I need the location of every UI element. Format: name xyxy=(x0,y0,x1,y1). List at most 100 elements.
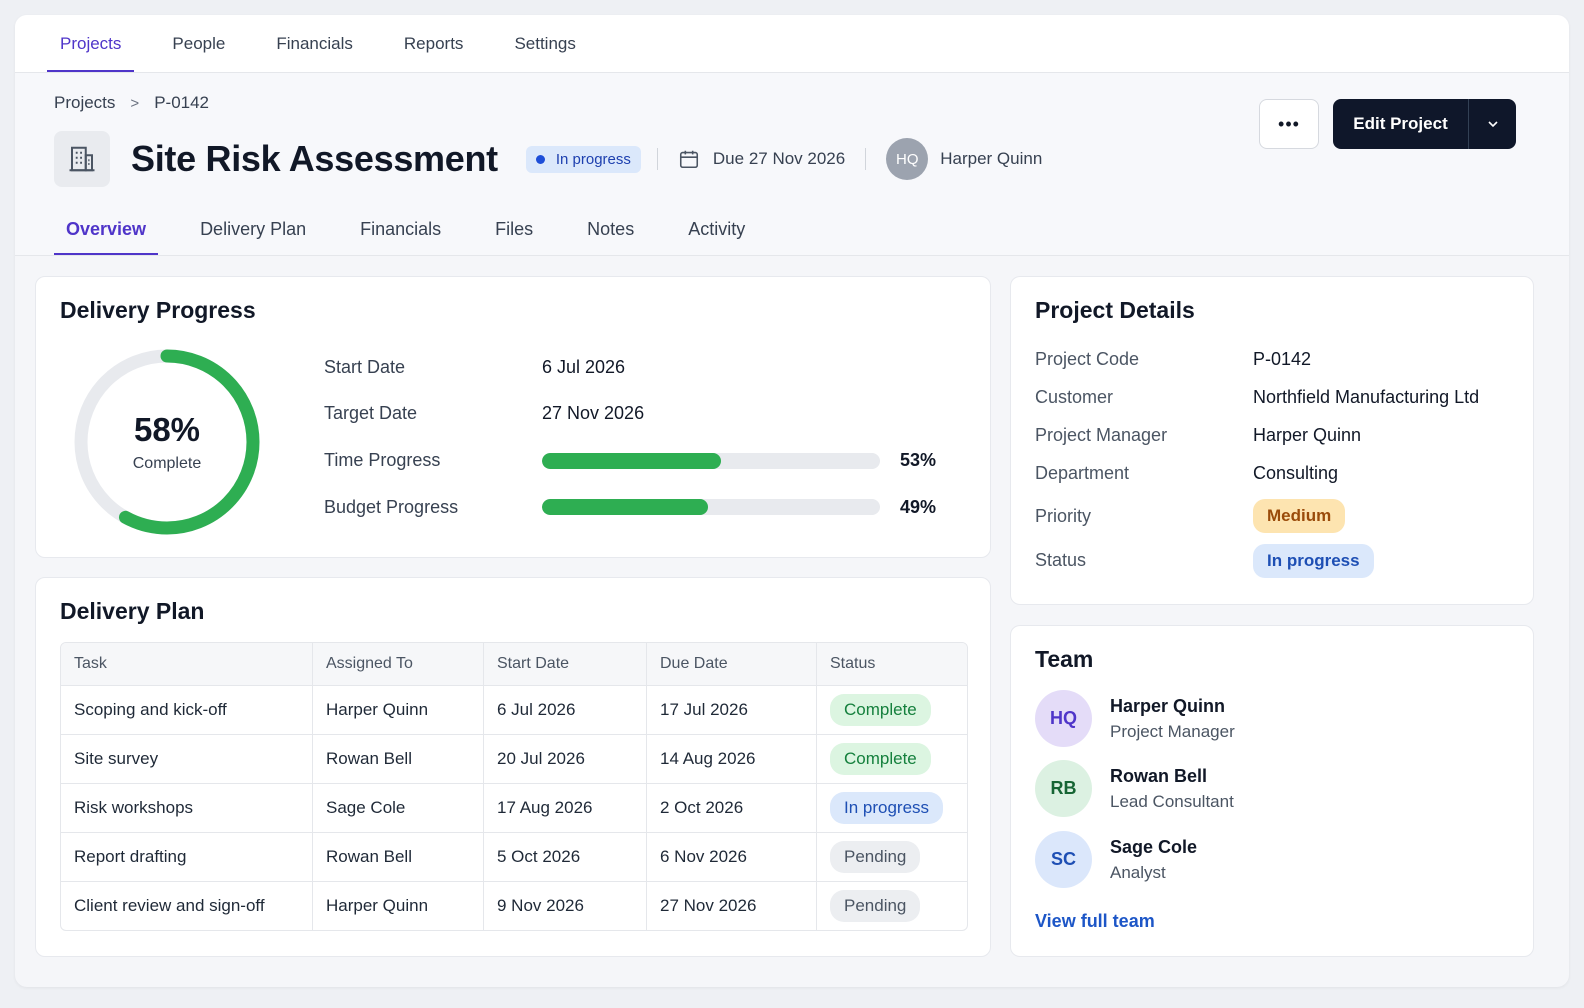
table-row[interactable]: Report drafting Rowan Bell 5 Oct 2026 6 … xyxy=(61,832,967,881)
avatar: SC xyxy=(1035,831,1092,888)
tab-delivery-plan[interactable]: Delivery Plan xyxy=(200,218,307,239)
project-manager-label: Project Manager xyxy=(1035,425,1168,445)
tab-overview[interactable]: Overview xyxy=(54,203,159,255)
status-dot-icon xyxy=(535,154,545,164)
topnav-settings[interactable]: Settings xyxy=(514,33,576,53)
progress-ring: 58% Complete xyxy=(72,347,262,537)
status-badge: In progress xyxy=(830,792,944,824)
team-member[interactable]: HQ Harper Quinn Project Manager xyxy=(1035,690,1235,747)
project-owner[interactable]: HQ Harper Quinn xyxy=(886,138,1042,180)
table-row[interactable]: Risk workshops Sage Cole 17 Aug 2026 2 O… xyxy=(61,783,967,832)
task-cell: Scoping and kick-off xyxy=(74,700,227,719)
chevron-down-icon[interactable] xyxy=(1468,99,1516,149)
target-date-label: Target Date xyxy=(324,403,418,423)
avatar: HQ xyxy=(1035,690,1092,747)
table-row[interactable]: Client review and sign-off Harper Quinn … xyxy=(61,881,967,930)
owner-name: Harper Quinn xyxy=(940,149,1043,168)
breadcrumb-projects[interactable]: Projects xyxy=(54,93,116,112)
avatar: RB xyxy=(1035,760,1092,817)
project-tabs: Overview Delivery Plan Financials Files … xyxy=(54,203,787,255)
tab-financials[interactable]: Financials xyxy=(360,218,442,239)
due-date-label: Due 27 Nov 2026 xyxy=(712,149,846,168)
card-title: Delivery Plan xyxy=(60,598,205,624)
more-options-button[interactable]: ••• xyxy=(1259,99,1319,149)
view-full-team-link[interactable]: View full team xyxy=(1035,911,1155,931)
column-header-start[interactable]: Start Date xyxy=(483,643,646,685)
member-role: Project Manager xyxy=(1110,721,1235,741)
top-nav: Projects People Financials Reports Setti… xyxy=(15,15,1569,73)
member-name: Harper Quinn xyxy=(1110,695,1226,716)
card-title: Project Details xyxy=(1035,297,1195,323)
page-title: Site Risk Assessment xyxy=(131,138,498,179)
customer-label: Customer xyxy=(1035,387,1114,407)
divider xyxy=(656,148,658,170)
time-progress-bar xyxy=(542,453,880,469)
topnav-people[interactable]: People xyxy=(172,33,226,53)
project-details-card: Project Details Project Code P-0142 Cust… xyxy=(1010,276,1534,605)
due-cell: 2 Oct 2026 xyxy=(646,784,816,832)
divider xyxy=(865,148,867,170)
member-name: Sage Cole xyxy=(1110,836,1198,857)
breadcrumb-current: P-0142 xyxy=(154,93,210,112)
status-badge: Pending xyxy=(830,841,921,873)
delivery-plan-card: Delivery Plan Task Assigned To Start Dat… xyxy=(35,577,991,957)
status-label: Status xyxy=(1035,550,1087,570)
assigned-cell: Rowan Bell xyxy=(312,735,483,783)
task-cell: Site survey xyxy=(74,749,159,768)
task-cell: Report drafting xyxy=(74,847,187,866)
team-member[interactable]: SC Sage Cole Analyst xyxy=(1035,831,1197,888)
priority-value: Medium xyxy=(1253,499,1346,533)
assigned-cell: Sage Cole xyxy=(312,784,483,832)
start-cell: 9 Nov 2026 xyxy=(483,882,646,930)
edit-project-button[interactable]: Edit Project xyxy=(1333,99,1516,149)
topnav-projects[interactable]: Projects xyxy=(47,15,135,72)
tab-activity[interactable]: Activity xyxy=(688,218,746,239)
table-header-row: Task Assigned To Start Date Due Date Sta… xyxy=(61,643,967,685)
task-cell: Risk workshops xyxy=(74,798,194,817)
assigned-cell: Rowan Bell xyxy=(312,833,483,881)
table-row[interactable]: Site survey Rowan Bell 20 Jul 2026 14 Au… xyxy=(61,734,967,783)
team-card: Team HQ Harper Quinn Project Manager RB … xyxy=(1010,625,1534,957)
status-badge: In progress xyxy=(525,145,641,173)
project-code-label: Project Code xyxy=(1035,349,1140,369)
column-header-due[interactable]: Due Date xyxy=(646,643,816,685)
department-label: Department xyxy=(1035,463,1130,483)
due-cell: 17 Jul 2026 xyxy=(646,686,816,734)
due-cell: 27 Nov 2026 xyxy=(646,882,816,930)
start-cell: 20 Jul 2026 xyxy=(483,735,646,783)
table-row[interactable]: Scoping and kick-off Harper Quinn 6 Jul … xyxy=(61,685,967,734)
status-cell: Complete xyxy=(816,735,967,783)
time-progress-percent: 53% xyxy=(900,450,937,470)
tab-notes[interactable]: Notes xyxy=(587,218,635,239)
target-date-value: 27 Nov 2026 xyxy=(542,403,645,423)
delivery-plan-table: Task Assigned To Start Date Due Date Sta… xyxy=(60,642,968,931)
breadcrumb-separator: > xyxy=(130,94,140,112)
progress-percent: 58% xyxy=(133,411,201,448)
column-header-status[interactable]: Status xyxy=(816,643,967,685)
status-badge: Complete xyxy=(830,694,931,726)
budget-progress-percent: 49% xyxy=(900,497,937,517)
member-name: Rowan Bell xyxy=(1110,765,1208,786)
title-row: Site Risk Assessment In progress Due 27 … xyxy=(54,131,1042,187)
progress-complete-label: Complete xyxy=(132,455,202,472)
status-value: In progress xyxy=(1253,544,1374,578)
assigned-cell: Harper Quinn xyxy=(312,882,483,930)
topnav-reports[interactable]: Reports xyxy=(403,33,464,53)
due-cell: 6 Nov 2026 xyxy=(646,833,816,881)
avatar: HQ xyxy=(886,138,929,180)
project-code-value: P-0142 xyxy=(1253,349,1312,369)
start-cell: 17 Aug 2026 xyxy=(483,784,646,832)
column-header-assigned[interactable]: Assigned To xyxy=(312,643,483,685)
customer-value: Northfield Manufacturing Ltd xyxy=(1253,387,1480,407)
delivery-progress-card: Delivery Progress 58% Complete Start Dat… xyxy=(35,276,991,558)
edit-project-label: Edit Project xyxy=(1353,114,1448,133)
topnav-financials[interactable]: Financials xyxy=(276,33,353,53)
team-member[interactable]: RB Rowan Bell Lead Consultant xyxy=(1035,760,1234,817)
column-header-task[interactable]: Task xyxy=(74,655,107,672)
start-cell: 6 Jul 2026 xyxy=(483,686,646,734)
tab-files[interactable]: Files xyxy=(495,218,534,239)
priority-label: Priority xyxy=(1035,506,1092,526)
member-role: Analyst xyxy=(1110,862,1166,882)
start-date-value: 6 Jul 2026 xyxy=(542,357,626,377)
member-role: Lead Consultant xyxy=(1110,791,1234,811)
